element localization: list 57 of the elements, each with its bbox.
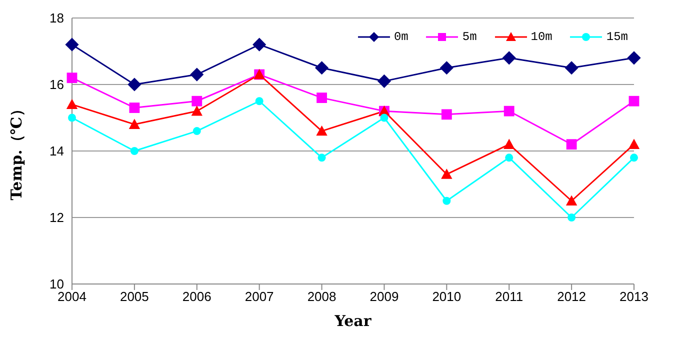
point <box>192 96 202 106</box>
legend-label: 15m <box>605 30 628 44</box>
point <box>190 68 204 82</box>
point <box>502 51 516 65</box>
point <box>504 106 514 116</box>
point <box>564 61 578 75</box>
x-tick-label: 2006 <box>182 289 212 304</box>
x-tick-label: 2007 <box>244 289 274 304</box>
x-tick-label: 2011 <box>495 289 524 304</box>
x-tick-label: 2008 <box>307 289 336 304</box>
point <box>566 139 577 150</box>
y-tick-label: 10 <box>50 276 64 292</box>
point <box>630 154 638 162</box>
point <box>252 38 266 52</box>
point <box>68 114 76 122</box>
point <box>316 92 327 103</box>
point <box>130 147 138 155</box>
legend-label: 0m <box>392 30 408 44</box>
point <box>192 127 201 136</box>
x-axis-title: Year <box>334 312 372 330</box>
point <box>628 138 640 149</box>
x-tick-label: 2012 <box>557 289 586 304</box>
point <box>441 109 452 120</box>
point <box>568 214 576 222</box>
y-tick-label: 16 <box>50 77 64 92</box>
x-tick-label: 2010 <box>432 289 462 304</box>
x-tick-label: 2013 <box>620 289 648 304</box>
point <box>128 118 140 129</box>
point <box>442 196 451 205</box>
point <box>314 61 329 75</box>
point <box>129 102 140 113</box>
point <box>628 96 640 106</box>
point <box>318 154 326 162</box>
y-axis-title: Temp.（℃） <box>7 102 26 200</box>
point <box>440 61 454 75</box>
point <box>377 74 392 88</box>
y-tick-label: 12 <box>50 210 64 226</box>
x-tick-label: 2005 <box>120 289 149 304</box>
y-tick-label: 14 <box>50 144 64 159</box>
point <box>65 38 79 52</box>
point <box>566 195 578 206</box>
x-tick-label: 2004 <box>58 289 86 304</box>
point <box>505 154 514 162</box>
point <box>66 72 78 84</box>
point <box>66 98 78 110</box>
point <box>128 78 142 92</box>
legend-label: 5m <box>461 30 477 44</box>
legend-label: 10m <box>530 30 552 44</box>
point <box>255 97 264 106</box>
point <box>191 106 202 116</box>
point <box>316 125 328 136</box>
x-tick-label: 2009 <box>370 289 399 304</box>
point <box>504 138 515 149</box>
point <box>627 51 641 65</box>
y-tick-label: 18 <box>50 10 64 26</box>
point <box>441 168 452 179</box>
point <box>380 114 388 122</box>
